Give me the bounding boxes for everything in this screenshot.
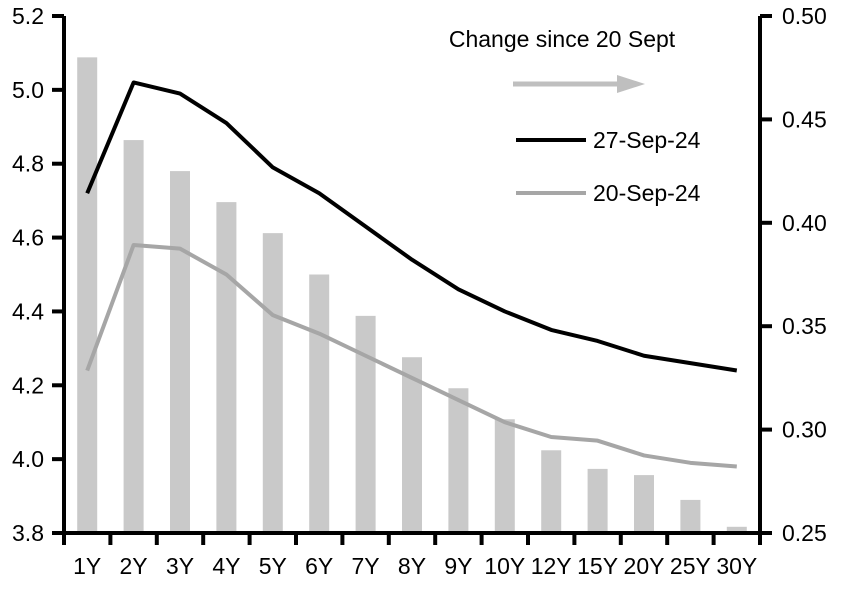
series-line-20-Sep-24 xyxy=(85,242,737,469)
x-axis-label-6Y: 6Y xyxy=(305,553,333,579)
left-axis-label: 4.6 xyxy=(12,225,44,251)
left-axis-label: 5.2 xyxy=(12,3,44,29)
bar-25Y xyxy=(680,499,701,533)
left-axis-label: 3.8 xyxy=(12,520,44,546)
right-axis-label: 0.25 xyxy=(782,520,827,546)
x-axis-label-2Y: 2Y xyxy=(120,553,148,579)
x-axis-label-5Y: 5Y xyxy=(259,553,287,579)
bar-20Y xyxy=(634,475,654,533)
right-axis-label: 0.45 xyxy=(782,106,827,132)
x-axis-label-15Y: 15Y xyxy=(577,553,618,579)
left-axis-label: 4.2 xyxy=(12,372,44,398)
legend-label-27-sep: 27-Sep-24 xyxy=(593,126,701,153)
bar-10Y xyxy=(494,419,515,533)
bar-2Y xyxy=(123,140,144,533)
left-axis-label: 4.8 xyxy=(12,151,44,177)
x-axis-label-7Y: 7Y xyxy=(352,553,380,579)
bar-3Y xyxy=(170,171,190,533)
legend-item-27-sep-24: 27-Sep-24 xyxy=(516,126,701,153)
x-axis-label-25Y: 25Y xyxy=(670,553,711,579)
bar-8Y xyxy=(402,357,422,533)
right-axis-label: 0.35 xyxy=(782,313,827,339)
legend-item-20-sep-24: 20-Sep-24 xyxy=(516,179,701,206)
x-axis-label-12Y: 12Y xyxy=(531,553,572,579)
right-axis-label: 0.30 xyxy=(782,417,827,443)
x-axis-label-9Y: 9Y xyxy=(444,553,472,579)
right-arrow-icon xyxy=(513,75,645,93)
series-line-27-Sep-24 xyxy=(85,80,738,373)
x-axis-label-3Y: 3Y xyxy=(166,553,194,579)
x-axis-label-1Y: 1Y xyxy=(73,553,101,579)
legend-line-swatch-27-sep xyxy=(516,138,586,142)
arrow-head xyxy=(617,75,645,93)
x-axis-label-4Y: 4Y xyxy=(212,553,240,579)
bar-1Y xyxy=(77,57,98,534)
bar-7Y xyxy=(355,315,376,533)
left-axis-label: 5.0 xyxy=(12,77,44,103)
bar-12Y xyxy=(541,450,562,533)
x-axis-label-20Y: 20Y xyxy=(624,553,665,579)
bar-6Y xyxy=(309,274,330,533)
legend-line-swatch-20-sep xyxy=(516,191,586,195)
bar-15Y xyxy=(587,468,608,533)
x-axis-label-8Y: 8Y xyxy=(398,553,426,579)
bar-9Y xyxy=(448,388,469,533)
x-axis-label-30Y: 30Y xyxy=(716,553,757,579)
bar-5Y xyxy=(262,233,283,533)
x-axis-label-10Y: 10Y xyxy=(484,553,525,579)
bar-30Y xyxy=(726,526,747,533)
left-axis-label: 4.4 xyxy=(12,298,44,324)
legend-label-20-sep: 20-Sep-24 xyxy=(593,179,701,206)
right-axis-label: 0.50 xyxy=(782,3,827,29)
legend-bar-series-title: Change since 20 Sept xyxy=(448,26,676,52)
bar-4Y xyxy=(216,202,237,533)
left-axis-label: 4.0 xyxy=(12,446,44,472)
right-axis-label: 0.40 xyxy=(782,210,827,236)
